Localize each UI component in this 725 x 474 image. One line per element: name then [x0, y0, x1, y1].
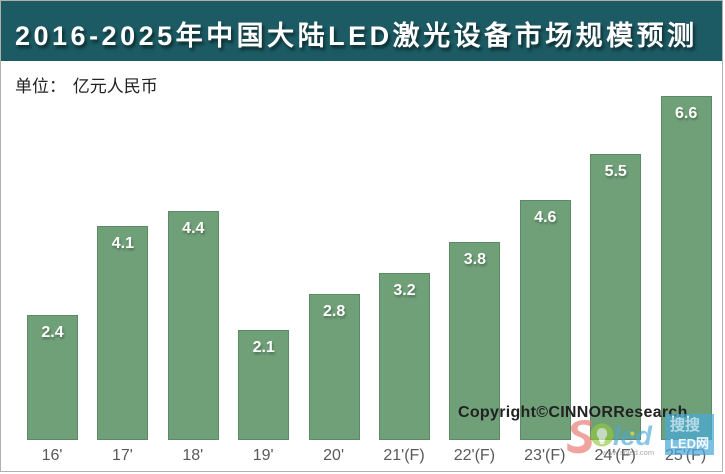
svg-text:LED网: LED网 [670, 436, 709, 451]
svg-text:搜搜: 搜搜 [670, 416, 701, 434]
svg-text:www.soled.com: www.soled.com [601, 448, 654, 457]
svg-text:led: led [613, 421, 653, 451]
